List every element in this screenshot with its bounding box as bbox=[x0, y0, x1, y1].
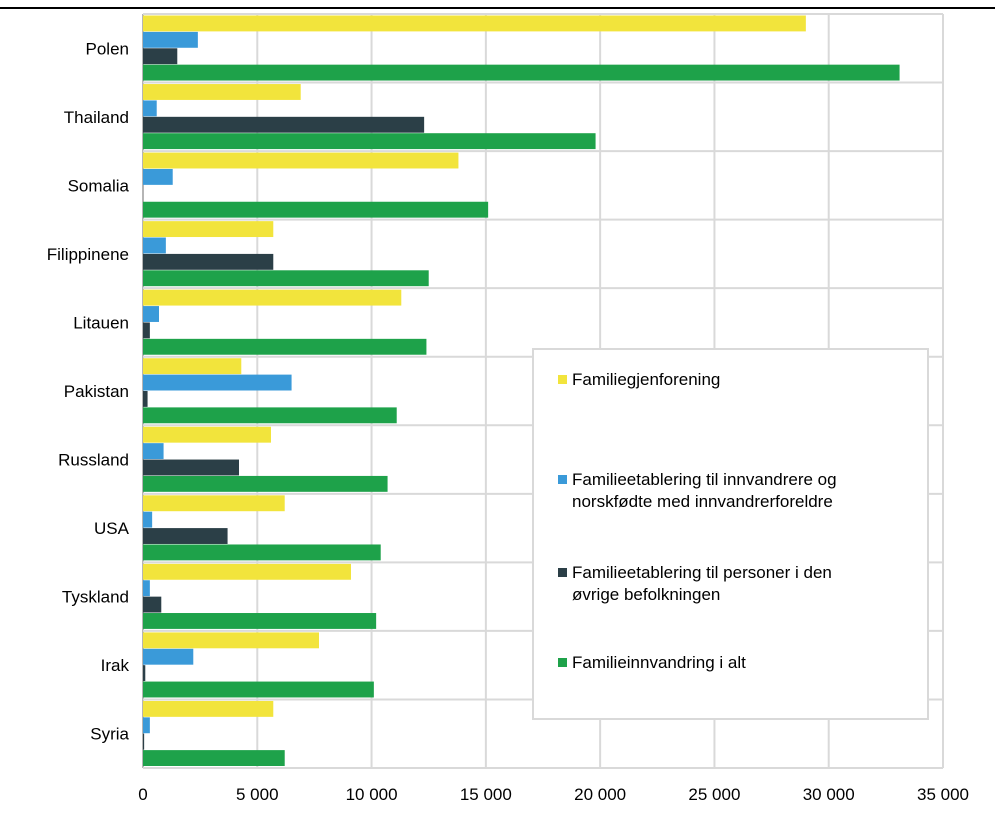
legend: Familiegjenforening Familieetablering til… bbox=[532, 348, 929, 720]
x-tick-labels: 0 5 000 10 000 15 000 20 000 25 000 30 000 35 0… bbox=[138, 785, 969, 804]
bar bbox=[143, 253, 274, 270]
bar bbox=[143, 168, 173, 185]
bar bbox=[143, 338, 427, 355]
x-tick-label: 35 000 bbox=[917, 785, 969, 804]
legend-swatch bbox=[558, 658, 567, 667]
legend-label: Familieinnvandring i alt bbox=[572, 653, 746, 672]
category-label: Litauen bbox=[73, 313, 129, 332]
bar bbox=[143, 580, 150, 597]
bar bbox=[143, 48, 178, 65]
bar bbox=[143, 116, 425, 133]
category-label: Irak bbox=[101, 656, 130, 675]
bar bbox=[143, 289, 402, 306]
bar bbox=[143, 100, 157, 117]
legend-label: Familieetablering til personer i den øvri… bbox=[572, 563, 832, 604]
bar bbox=[143, 495, 285, 512]
bar bbox=[143, 426, 271, 443]
bar bbox=[143, 733, 145, 750]
category-label: Syria bbox=[90, 725, 129, 744]
category-labels: Polen Thailand Somalia Filippinene Litauen Pa… bbox=[47, 39, 130, 743]
legend-swatch bbox=[558, 375, 567, 384]
bar bbox=[143, 237, 166, 254]
x-tick-label: 10 000 bbox=[346, 785, 398, 804]
bar bbox=[143, 358, 242, 375]
legend-box bbox=[532, 348, 929, 720]
category-label: USA bbox=[94, 519, 130, 538]
category-label: Tyskland bbox=[62, 588, 129, 607]
legend-label: Familieetablering til innvandrere og nors… bbox=[572, 470, 837, 511]
bar bbox=[143, 133, 596, 150]
bar bbox=[143, 544, 381, 561]
bar bbox=[143, 407, 397, 424]
bar bbox=[143, 511, 153, 528]
bar bbox=[143, 322, 150, 339]
bar bbox=[143, 717, 150, 734]
bars bbox=[143, 15, 900, 766]
bar bbox=[143, 528, 228, 544]
bar bbox=[143, 84, 301, 100]
bar bbox=[143, 750, 285, 766]
bar bbox=[143, 221, 274, 238]
legend-swatch bbox=[558, 475, 567, 484]
bar bbox=[143, 391, 148, 407]
bar bbox=[143, 201, 489, 218]
bar bbox=[143, 374, 292, 391]
bar bbox=[143, 613, 377, 629]
x-tick-label: 20 000 bbox=[574, 785, 626, 804]
legend-label: Familiegjenforening bbox=[572, 370, 720, 389]
category-label: Thailand bbox=[64, 108, 129, 127]
bar bbox=[143, 270, 429, 287]
bar bbox=[143, 31, 198, 48]
x-tick-label: 0 bbox=[138, 785, 147, 804]
x-tick-label: 25 000 bbox=[688, 785, 740, 804]
x-tick-label: 30 000 bbox=[803, 785, 855, 804]
bar bbox=[143, 443, 164, 460]
bar bbox=[143, 15, 806, 32]
bar bbox=[143, 665, 146, 682]
category-label: Polen bbox=[86, 39, 129, 58]
category-label: Filippinene bbox=[47, 245, 129, 264]
legend-swatch bbox=[558, 568, 567, 577]
bar bbox=[143, 700, 274, 717]
bar bbox=[143, 681, 374, 698]
bar bbox=[143, 632, 319, 649]
bar bbox=[143, 152, 459, 169]
x-tick-label: 15 000 bbox=[460, 785, 512, 804]
x-tick-label: 5 000 bbox=[236, 785, 279, 804]
bar bbox=[143, 648, 194, 665]
bar bbox=[143, 563, 351, 580]
category-label: Russland bbox=[58, 451, 129, 470]
bar bbox=[143, 596, 162, 613]
category-label: Pakistan bbox=[64, 382, 129, 401]
category-label: Somalia bbox=[68, 176, 130, 195]
bar bbox=[143, 306, 159, 322]
bar bbox=[143, 459, 239, 476]
bar bbox=[143, 64, 900, 81]
bar bbox=[143, 475, 388, 492]
